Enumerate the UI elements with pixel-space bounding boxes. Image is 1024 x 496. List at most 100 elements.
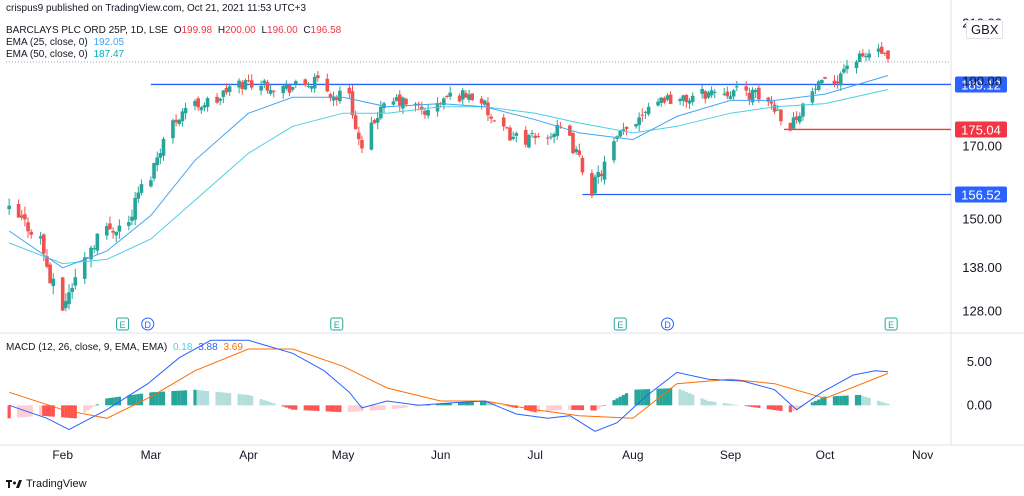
candle-body (571, 133, 575, 154)
currency-badge[interactable]: GBX (966, 20, 1004, 39)
candle-body (681, 95, 686, 101)
candle-body (886, 50, 890, 59)
candle-body (492, 120, 497, 122)
candle-body (813, 88, 818, 90)
macd-hist-bar (700, 398, 704, 406)
candle-body (105, 226, 109, 236)
candle-body (467, 94, 471, 100)
candle-body (161, 138, 166, 156)
macd-hist-bar (7, 405, 11, 419)
candle-body (70, 287, 74, 293)
level-price-tag (955, 121, 1007, 138)
candle-body (643, 111, 648, 113)
macd-hist-bar (640, 389, 644, 406)
macd-hist-bar (710, 401, 714, 406)
candle-body (854, 61, 859, 69)
macd-hist-bar (133, 394, 137, 406)
tradingview-brand: TradingView (6, 478, 87, 490)
candle-body (350, 91, 355, 116)
macd-hist-bar (445, 403, 449, 406)
candle-body (678, 99, 682, 102)
macd-hist-bar (95, 404, 99, 406)
macd-hist-bar (596, 405, 600, 409)
candle-body (420, 106, 424, 110)
candle-body (656, 101, 660, 106)
candle-body (177, 119, 182, 124)
candle-body (634, 124, 638, 127)
macd-hist-bar (754, 405, 758, 408)
macd-pane[interactable] (7, 339, 890, 432)
candle-body (265, 82, 270, 91)
macd-hist-bar (546, 405, 550, 412)
candle-body (794, 116, 799, 120)
candle-body (779, 109, 783, 122)
ohlc-high: H200.00 (217, 25, 256, 36)
macd-hist-bar (502, 405, 506, 406)
macd-hist-bar (379, 405, 383, 411)
candle-body (391, 101, 396, 105)
candle-body (92, 248, 96, 250)
candle-body (114, 232, 119, 236)
macd-hist-bar (486, 401, 490, 406)
y-tick-label: 190.00 (962, 74, 1002, 89)
macd-hist-bar (439, 403, 443, 406)
candle-body (111, 230, 115, 233)
event-letter: E (120, 320, 126, 330)
macd-hist-bar (215, 391, 219, 406)
macd-hist-bar (158, 391, 162, 406)
macd-hist-bar (316, 405, 320, 411)
macd-hist-bar (555, 405, 559, 411)
macd-hist-bar (858, 394, 862, 406)
macd-hist-bar (795, 405, 799, 410)
candle-body (338, 90, 342, 102)
candle-body (382, 103, 386, 108)
earnings-badge (884, 317, 898, 331)
earnings-event-icon: E (613, 317, 627, 331)
candle-body (769, 101, 774, 104)
candle-body (262, 80, 267, 84)
candle-body (246, 80, 251, 82)
candle-body (202, 105, 207, 108)
candle-body (205, 98, 210, 107)
earnings-event-icon: E (884, 317, 898, 331)
candle-body (511, 136, 515, 139)
candle-body (152, 163, 156, 179)
candle-body (464, 93, 468, 98)
candle-body (303, 79, 308, 86)
candle-body (624, 126, 629, 130)
candle-body (67, 292, 71, 305)
candle-body (486, 102, 490, 116)
candle-body (180, 111, 185, 122)
levels-layer: 189.12 175.04 156.52 (150, 76, 1007, 203)
candle-body (577, 150, 582, 155)
macd-hist-bar (747, 405, 751, 407)
candle-body (312, 76, 317, 89)
earnings-event-icon: E (330, 317, 344, 331)
macd-hist-bar (262, 400, 266, 406)
macd-hist-bar (127, 395, 131, 406)
macd-hist-bar (237, 394, 241, 406)
dividend-badge (141, 317, 155, 331)
candle-body (580, 157, 585, 173)
tradingview-logo-icon (6, 479, 22, 489)
candle-body (372, 119, 377, 124)
macd-hist-bar (558, 405, 562, 410)
candle-body (703, 91, 708, 99)
candle-body (501, 117, 506, 127)
candle-body (375, 118, 380, 123)
candle-body (483, 100, 487, 105)
candle-body (413, 103, 418, 106)
candle-body (379, 106, 383, 119)
macd-y-tick-label: 5.00 (967, 354, 992, 369)
macd-hist-bar (820, 398, 824, 406)
candle-body (294, 81, 298, 85)
candle-body (42, 234, 46, 254)
macd-hist-bar (448, 403, 452, 406)
candle-body (876, 48, 881, 52)
level-price-label: 175.04 (961, 122, 1001, 137)
macd-hist-bar (114, 397, 118, 406)
candle-body (369, 122, 374, 150)
macd-hist-bar (136, 394, 140, 406)
